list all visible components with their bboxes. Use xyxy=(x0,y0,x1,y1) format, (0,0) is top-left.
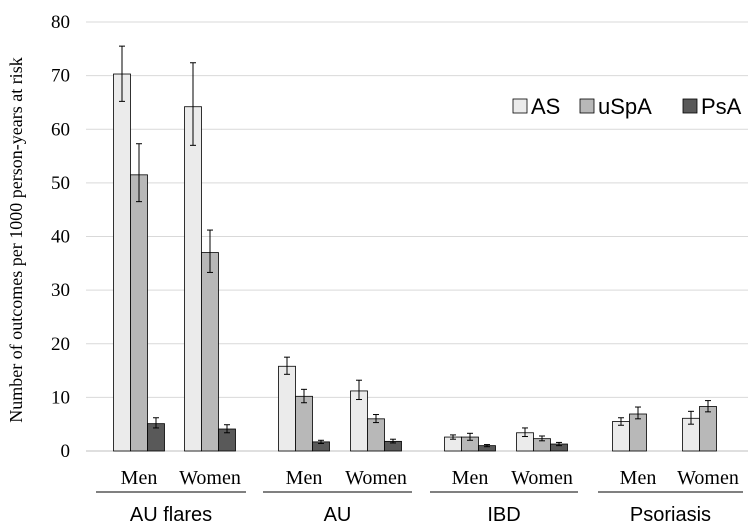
group-label: IBD xyxy=(487,504,520,526)
category-label: Men xyxy=(452,467,489,489)
y-tick-label: 0 xyxy=(61,441,71,462)
error-bar xyxy=(556,441,562,447)
category-label: Women xyxy=(345,467,407,489)
legend-label: uSpA xyxy=(598,94,652,119)
category-label: Men xyxy=(121,467,158,489)
error-bar xyxy=(153,417,159,429)
error-bar xyxy=(356,379,362,401)
y-tick-label: 50 xyxy=(51,173,70,194)
error-bar xyxy=(119,45,125,102)
error-bar xyxy=(373,414,379,424)
error-bars xyxy=(119,45,711,448)
bar-uspa xyxy=(367,418,385,452)
group-label: Psoriasis xyxy=(630,504,711,526)
bar-as xyxy=(113,73,131,452)
legend: AS uSpA PsA xyxy=(512,94,742,119)
category-label: Men xyxy=(286,467,323,489)
y-tick-label: 30 xyxy=(51,280,70,301)
bars xyxy=(113,73,717,452)
error-bar xyxy=(207,229,213,273)
bar-as xyxy=(184,106,202,452)
error-bar xyxy=(618,417,624,426)
bar-uspa xyxy=(295,395,313,452)
y-tick-label: 80 xyxy=(51,12,70,33)
category-label: Women xyxy=(677,467,739,489)
legend-label: PsA xyxy=(701,94,742,119)
error-bar xyxy=(705,400,711,413)
error-bar xyxy=(284,356,290,375)
y-tick-label: 60 xyxy=(51,119,70,140)
group-labels: AU flares AU IBD Psoriasis xyxy=(96,491,743,526)
legend-item: uSpA xyxy=(579,94,652,119)
legend-swatch xyxy=(512,98,528,114)
category-label: Women xyxy=(179,467,241,489)
category-label: Men xyxy=(620,467,657,489)
error-bar xyxy=(539,435,545,442)
y-tick-label: 20 xyxy=(51,334,70,355)
error-bar xyxy=(467,432,473,441)
category-labels: Men Women Men Women Men Women Men Women xyxy=(121,467,739,489)
bar-uspa xyxy=(629,413,647,452)
group-label: AU flares xyxy=(130,504,212,526)
y-tick-label: 10 xyxy=(51,387,70,408)
legend-item: AS xyxy=(512,94,560,119)
category-label: Women xyxy=(511,467,573,489)
legend-item: PsA xyxy=(682,94,742,119)
y-tick-labels: 0 10 20 30 40 50 60 70 80 xyxy=(51,12,70,462)
y-axis-label: Number of outcomes per 1000 person-years… xyxy=(6,57,26,422)
error-bar xyxy=(318,439,324,444)
error-bar xyxy=(301,388,307,404)
error-bar xyxy=(136,143,142,203)
bar-as xyxy=(612,421,630,452)
bar-uspa xyxy=(201,252,219,452)
error-bar xyxy=(190,62,196,146)
legend-swatch xyxy=(579,98,595,114)
error-bar xyxy=(390,438,396,444)
group-label: AU xyxy=(324,504,352,526)
error-bar xyxy=(688,410,694,425)
bar-uspa xyxy=(130,174,148,452)
error-bar xyxy=(224,424,230,434)
bar-as xyxy=(278,365,296,452)
error-bar xyxy=(450,434,456,440)
error-bar xyxy=(635,406,641,420)
legend-swatch xyxy=(682,98,698,114)
y-tick-label: 70 xyxy=(51,66,70,87)
error-bar xyxy=(522,427,528,438)
y-tick-label: 40 xyxy=(51,227,70,248)
bar-uspa xyxy=(699,406,717,452)
error-bar xyxy=(484,444,490,448)
legend-label: AS xyxy=(531,94,560,119)
